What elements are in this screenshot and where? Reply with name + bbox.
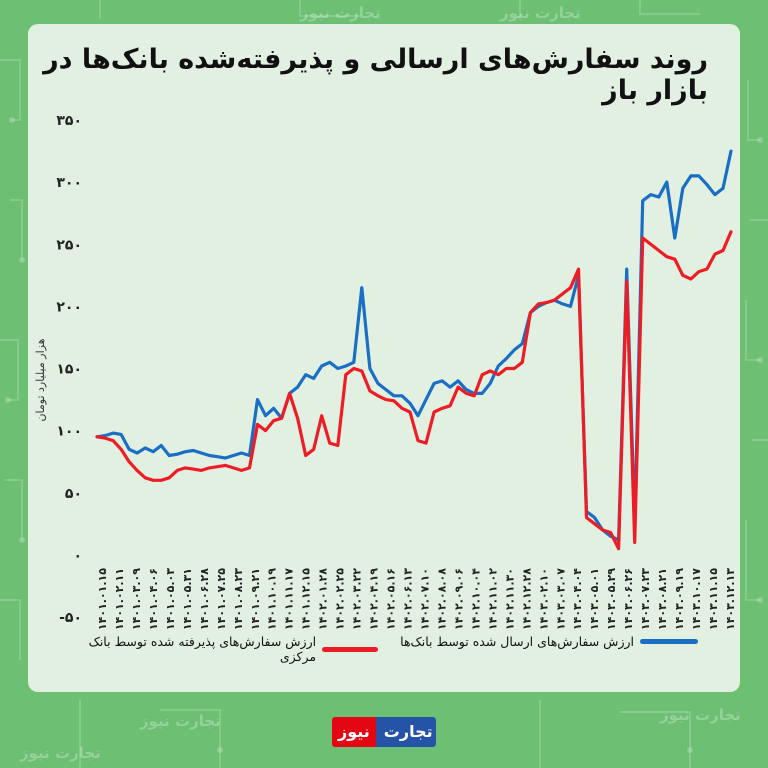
x-tick-label: ۱۴۰۲.۰۹.۰۶ <box>452 568 465 630</box>
legend-swatch-sent <box>640 639 698 644</box>
x-tick-label: ۱۴۰۲.۰۸.۰۸ <box>435 568 448 630</box>
x-tick-label: ۱۴۰۲.۱۲.۲۸ <box>520 568 533 630</box>
x-tick-label: ۱۴۰۱.۰۵.۰۳ <box>164 568 177 630</box>
x-tick-label: ۱۴۰۱.۱۰.۱۹ <box>266 568 279 630</box>
x-tick-label: ۱۴۰۲.۱۱.۳۰ <box>503 568 516 630</box>
y-tick-label: ۲۵۰ <box>56 237 82 253</box>
x-tick-label: ۱۴۰۳.۰۵.۲۹ <box>605 568 618 630</box>
chart-title: روند سفارش‌های ارسالی و پذیرفته‌شده بانک… <box>43 44 708 106</box>
watermark: تجارت نیوز <box>300 4 381 22</box>
y-tick-label: ۳۰۰ <box>56 175 82 191</box>
y-tick-label: ۳۵۰ <box>56 113 82 129</box>
y-tick-label: ۰ <box>73 548 82 564</box>
x-tick-label: ۱۴۰۲.۰۷.۱۰ <box>418 568 431 630</box>
x-tick-label: ۱۴۰۱.۰۳.۰۹ <box>130 568 143 630</box>
x-tick-label: ۱۴۰۳.۰۳.۰۷ <box>554 568 567 630</box>
x-tick-label: ۱۴۰۳.۰۲.۱۰ <box>537 568 550 630</box>
watermark: تجارت نیوز <box>660 706 741 724</box>
y-axis-label: هزار میلیارد تومان <box>34 338 47 421</box>
x-tick-label: ۱۴۰۱.۰۷.۲۵ <box>215 568 228 630</box>
y-tick-label: ۲۰۰ <box>56 299 82 315</box>
x-tick-label: ۱۴۰۳.۰۶.۲۶ <box>622 568 635 630</box>
x-tick-label: ۱۴۰۱.۰۸.۲۳ <box>232 568 245 630</box>
x-tick-label: ۱۴۰۲.۰۲.۲۵ <box>334 568 347 630</box>
chart-card: روند سفارش‌های ارسالی و پذیرفته‌شده بانک… <box>28 24 740 692</box>
x-tick-label: ۱۴۰۳.۰۴.۰۴ <box>571 568 584 630</box>
x-tick-label: ۱۴۰۳.۱۱.۱۵ <box>707 568 720 630</box>
x-tick-label: ۱۴۰۲.۰۳.۲۲ <box>351 568 364 630</box>
watermark: تجارت نیوز <box>20 744 101 762</box>
y-tick-label: ۱۵۰ <box>56 362 82 378</box>
legend-swatch-accepted <box>322 646 378 652</box>
watermark: تجارت نیوز <box>500 4 581 22</box>
legend-label-sent: ارزش سفارش‌های ارسال شده توسط بانک‌ها <box>400 634 634 649</box>
x-tick-label: ۱۴۰۲.۰۱.۲۸ <box>317 568 330 630</box>
x-tick-label: ۱۴۰۲.۱۰.۰۴ <box>469 568 482 630</box>
x-tick-label: ۱۴۰۲.۱۱.۰۲ <box>486 568 499 630</box>
x-tick-label: ۱۴۰۳.۱۰.۱۷ <box>690 568 703 630</box>
line-chart: -۵۰ ۰ ۵۰ ۱۰۰ ۱۵۰ ۲۰۰ ۲۵۰ ۳۰۰ ۳۵۰ هزار میلیارد توم… <box>34 113 737 630</box>
series-line-accepted <box>95 230 733 551</box>
x-tick-label: ۱۴۰۱.۰۵.۳۱ <box>181 568 194 630</box>
legend-label-accepted: ارزش سفارش‌های پذیرفته شده توسط بانک مرک… <box>88 634 317 664</box>
y-tick-label: ۵۰ <box>65 486 82 502</box>
x-tick-label: ۱۴۰۲.۰۵.۱۶ <box>385 568 398 630</box>
x-tick-label: ۱۴۰۳.۱۲.۱۳ <box>724 568 737 630</box>
x-tick-label: ۱۴۰۱.۰۲.۱۱ <box>113 568 126 630</box>
x-tick-label: ۱۴۰۲.۰۴.۱۹ <box>368 568 381 630</box>
x-tick-label: ۱۴۰۲.۰۶.۱۳ <box>402 568 415 630</box>
x-tick-label: ۱۴۰۳.۰۸.۲۱ <box>656 568 669 630</box>
y-tick-label: -۵۰ <box>59 610 82 626</box>
chart-legend: ارزش سفارش‌های ارسال شده توسط بانک‌ها ار… <box>58 634 698 664</box>
x-tick-label: ۱۴۰۱.۰۶.۲۸ <box>198 568 211 630</box>
y-tick-label: ۱۰۰ <box>56 424 82 440</box>
brand-logo-part1: نیوز <box>332 717 376 747</box>
x-tick-label: ۱۴۰۱.۰۱.۱۵ <box>96 568 109 630</box>
x-tick-label: ۱۴۰۱.۱۱.۱۷ <box>283 568 296 630</box>
x-tick-label: ۱۴۰۳.۰۷.۲۳ <box>639 568 652 630</box>
legend-item-accepted: ارزش سفارش‌های پذیرفته شده توسط بانک مرک… <box>58 634 378 664</box>
legend-item-sent: ارزش سفارش‌های ارسال شده توسط بانک‌ها <box>400 634 698 649</box>
brand-logo-part2: تجارت <box>375 717 436 747</box>
x-tick-label: ۱۴۰۳.۰۹.۱۹ <box>673 568 686 630</box>
brand-logo: نیوز تجارت <box>332 717 436 747</box>
watermark: تجارت نیوز <box>140 712 221 730</box>
x-tick-label: ۱۴۰۱.۰۴.۰۶ <box>147 568 160 630</box>
x-tick-label: ۱۴۰۱.۰۹.۲۱ <box>249 568 262 630</box>
x-tick-label: ۱۴۰۱.۱۲.۱۵ <box>300 568 313 630</box>
x-tick-label: ۱۴۰۳.۰۵.۰۱ <box>588 568 601 630</box>
